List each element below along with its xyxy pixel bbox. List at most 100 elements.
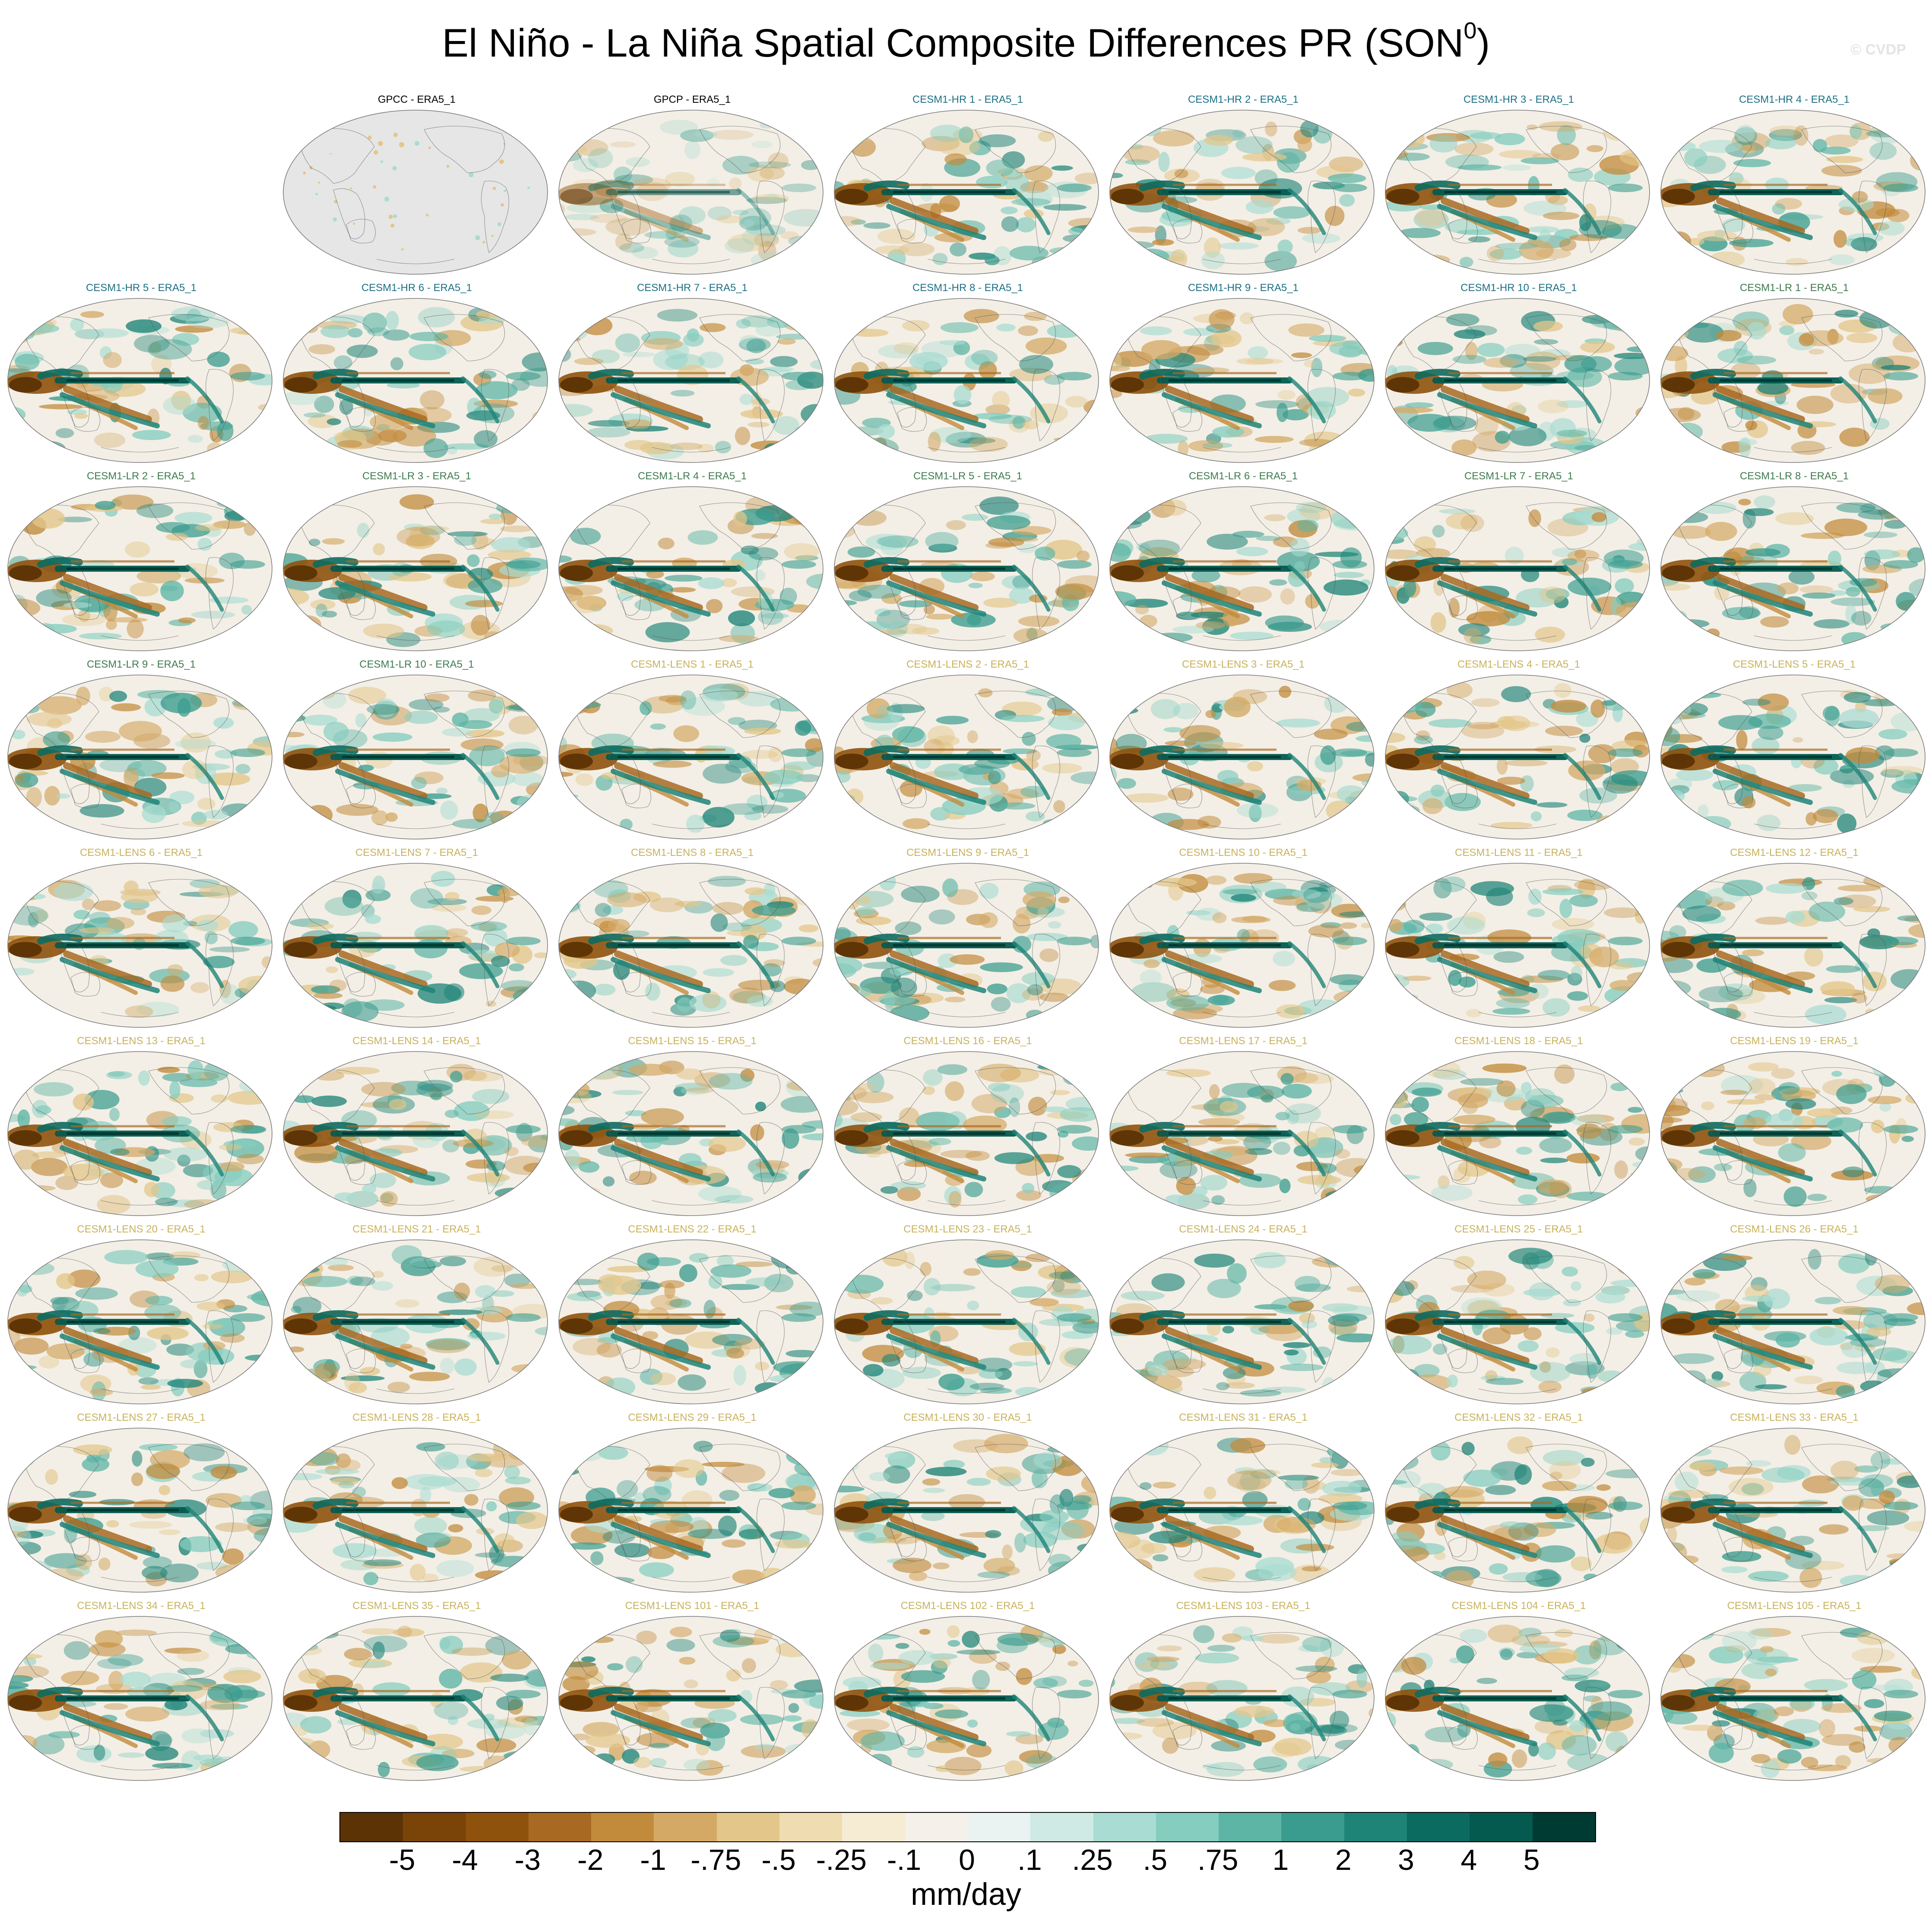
map-panel: CESM1-LENS 14 - ERA5_1 (281, 1034, 553, 1220)
colorbar-tick-label: -.5 (761, 1844, 796, 1876)
map-field (558, 675, 823, 839)
map-field (283, 486, 548, 651)
map-field (1385, 1428, 1650, 1593)
map-field (283, 1616, 548, 1781)
map-panel: CESM1-LENS 12 - ERA5_1 (1658, 846, 1930, 1031)
map-field (1109, 1616, 1375, 1781)
map-panel: CESM1-LENS 23 - ERA5_1 (832, 1222, 1104, 1408)
map-panel-title: CESM1-LR 2 - ERA5_1 (86, 470, 196, 482)
map-panel-title: CESM1-LENS 1 - ERA5_1 (630, 659, 754, 670)
map-panel: CESM1-LENS 6 - ERA5_1 (5, 846, 277, 1031)
map-panel: CESM1-LENS 11 - ERA5_1 (1383, 846, 1655, 1031)
map-field (558, 863, 823, 1028)
map-panel: CESM1-LENS 104 - ERA5_1 (1383, 1599, 1655, 1784)
map-panel-title: CESM1-LENS 8 - ERA5_1 (630, 847, 754, 858)
map-panel-title: CESM1-LENS 17 - ERA5_1 (1179, 1035, 1308, 1047)
map-field (283, 1239, 548, 1404)
map-panel-title: CESM1-HR 10 - ERA5_1 (1460, 282, 1577, 294)
map-panel-title: CESM1-LENS 32 - ERA5_1 (1454, 1412, 1583, 1423)
map-panel: CESM1-LR 8 - ERA5_1 (1658, 469, 1930, 655)
map-panel-title: CESM1-LR 3 - ERA5_1 (362, 470, 472, 482)
map-panel: CESM1-LENS 16 - ERA5_1 (832, 1034, 1104, 1220)
figure-title-suffix: ) (1476, 21, 1490, 65)
map-panel: CESM1-LR 4 - ERA5_1 (556, 469, 828, 655)
colorbar-tick-label: 5 (1523, 1844, 1540, 1876)
map-panel-title: CESM1-LR 10 - ERA5_1 (359, 659, 474, 670)
map-panel-title: CESM1-LENS 26 - ERA5_1 (1730, 1223, 1859, 1235)
map-panel: CESM1-LENS 13 - ERA5_1 (5, 1034, 277, 1220)
map-panel: CESM1-LR 9 - ERA5_1 (5, 657, 277, 843)
colorbar-swatch (403, 1813, 466, 1841)
map-panel: CESM1-LENS 2 - ERA5_1 (832, 657, 1104, 843)
colorbar-swatch (591, 1813, 654, 1841)
figure-title: El Niño - La Niña Spatial Composite Diff… (0, 17, 1932, 66)
map-field (7, 298, 272, 463)
colorbar-swatch (1156, 1813, 1219, 1841)
colorbar-tick-label: -1 (640, 1844, 666, 1876)
map-field (1109, 1428, 1375, 1593)
map-panel: CESM1-LENS 28 - ERA5_1 (281, 1410, 553, 1596)
map-field (7, 486, 272, 651)
map-panel: CESM1-HR 9 - ERA5_1 (1107, 281, 1379, 466)
map-panel: CESM1-LENS 29 - ERA5_1 (556, 1410, 828, 1596)
map-panel: CESM1-HR 3 - ERA5_1 (1383, 92, 1655, 278)
map-panel-title: CESM1-HR 6 - ERA5_1 (361, 282, 472, 294)
map-panel-title: CESM1-LENS 22 - ERA5_1 (628, 1223, 757, 1235)
figure-title-text: El Niño - La Niña Spatial Composite Diff… (442, 21, 1464, 65)
map-panel: CESM1-LR 1 - ERA5_1 (1658, 281, 1930, 466)
map-panel: CESM1-LENS 7 - ERA5_1 (281, 846, 553, 1031)
map-panel: CESM1-HR 10 - ERA5_1 (1383, 281, 1655, 466)
map-field (834, 863, 1099, 1028)
map-field (834, 110, 1099, 275)
figure-title-superscript: 0 (1463, 18, 1477, 44)
map-panel: CESM1-LENS 30 - ERA5_1 (832, 1410, 1104, 1596)
colorbar-tick-label: -.75 (690, 1844, 741, 1876)
map-panel-title: CESM1-HR 2 - ERA5_1 (1188, 94, 1299, 105)
map-panel-title: CESM1-LENS 13 - ERA5_1 (77, 1035, 206, 1047)
map-panel: CESM1-LENS 10 - ERA5_1 (1107, 846, 1379, 1031)
map-field (1385, 298, 1650, 463)
colorbar-swatch (340, 1813, 403, 1841)
colorbar-swatch (1030, 1813, 1093, 1841)
map-panel-title: CESM1-HR 1 - ERA5_1 (912, 94, 1023, 105)
map-panel-title: CESM1-LR 1 - ERA5_1 (1739, 282, 1849, 294)
map-panel-title: CESM1-LR 7 - ERA5_1 (1464, 470, 1574, 482)
map-panel-title: CESM1-LENS 18 - ERA5_1 (1454, 1035, 1583, 1047)
colorbar (339, 1812, 1596, 1842)
colorbar-swatch (466, 1813, 529, 1841)
map-panel-title: CESM1-LENS 21 - ERA5_1 (352, 1223, 481, 1235)
map-field (7, 863, 272, 1028)
map-panel: CESM1-LR 3 - ERA5_1 (281, 469, 553, 655)
map-panel-title: CESM1-LENS 9 - ERA5_1 (906, 847, 1029, 858)
colorbar-tick-label: -.1 (887, 1844, 922, 1876)
map-panel-title: CESM1-HR 5 - ERA5_1 (86, 282, 197, 294)
map-panel: CESM1-LENS 22 - ERA5_1 (556, 1222, 828, 1408)
map-panel-title: CESM1-HR 3 - ERA5_1 (1463, 94, 1574, 105)
map-panel-title: GPCC - ERA5_1 (377, 94, 456, 105)
map-field (1660, 486, 1926, 651)
map-panel: GPCP - ERA5_1 (556, 92, 828, 278)
map-field (283, 863, 548, 1028)
map-panel-title: CESM1-LENS 30 - ERA5_1 (903, 1412, 1032, 1423)
colorbar-swatch (842, 1813, 905, 1841)
map-panel: CESM1-LENS 21 - ERA5_1 (281, 1222, 553, 1408)
map-field (7, 1239, 272, 1404)
map-panel-title: CESM1-HR 7 - ERA5_1 (637, 282, 748, 294)
map-panel: CESM1-LENS 4 - ERA5_1 (1383, 657, 1655, 843)
map-panel-title: CESM1-LENS 15 - ERA5_1 (628, 1035, 757, 1047)
map-field (834, 1616, 1099, 1781)
colorbar-swatch (1532, 1813, 1595, 1841)
map-panel-title: CESM1-LR 9 - ERA5_1 (86, 659, 196, 670)
map-panel: CESM1-LENS 105 - ERA5_1 (1658, 1599, 1930, 1784)
map-field (1660, 863, 1926, 1028)
map-field (1109, 110, 1375, 275)
map-field (1109, 675, 1375, 839)
map-panel-title: CESM1-LR 8 - ERA5_1 (1739, 470, 1849, 482)
colorbar-tick-label: -.25 (816, 1844, 867, 1876)
map-panel-title: CESM1-LENS 3 - ERA5_1 (1181, 659, 1305, 670)
map-field (834, 1428, 1099, 1593)
map-field (1660, 1616, 1926, 1781)
map-panel: CESM1-LENS 9 - ERA5_1 (832, 846, 1104, 1031)
map-field (1109, 486, 1375, 651)
map-field (283, 298, 548, 463)
